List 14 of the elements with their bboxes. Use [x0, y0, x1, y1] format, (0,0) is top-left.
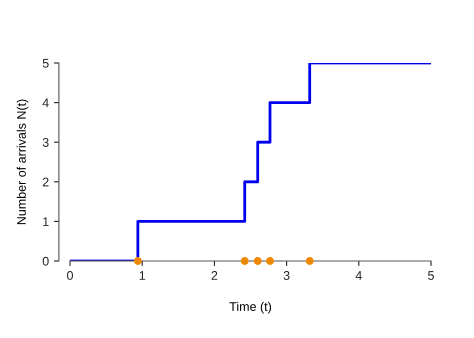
x-tick-label: 5 — [428, 271, 434, 280]
x-tick-label: 4 — [356, 271, 362, 280]
x-tick-label: 0 — [67, 271, 73, 280]
y-tick-label: 3 — [42, 138, 49, 147]
x-tick-label: 2 — [212, 271, 218, 280]
y-tick-label: 0 — [42, 256, 49, 266]
y-tick-label: 1 — [43, 217, 49, 226]
x-tick-label: 1 — [140, 271, 146, 280]
x-tick-label: 3 — [284, 271, 290, 280]
y-tick-label: 5 — [42, 58, 49, 68]
y-axis-title: Number of arrivals N(t) — [16, 100, 28, 224]
x-axis-title: Time (t) — [229, 302, 272, 314]
y-tick-label: 4 — [42, 98, 49, 108]
y-tick-label: 2 — [42, 178, 49, 186]
